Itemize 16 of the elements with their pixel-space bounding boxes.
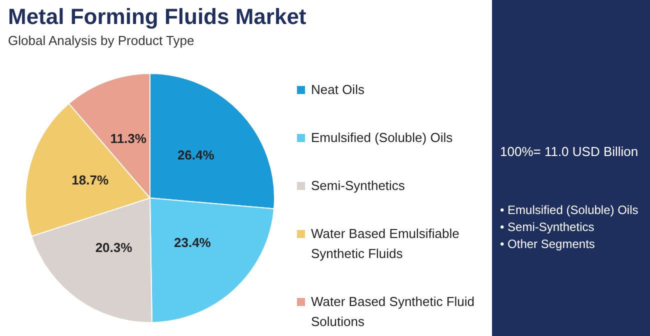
- legend-label: Neat Oils: [311, 82, 364, 97]
- text: • Semi-Synthetics: [500, 219, 596, 236]
- text: • Emulsified (Soluble) Oils: [500, 202, 640, 219]
- data-label: 23.4%: [174, 235, 212, 250]
- legend-label: Semi-Synthetics: [311, 178, 405, 193]
- data-label: 11.3%: [110, 131, 147, 146]
- data-label: 20.3%: [95, 240, 133, 256]
- legend-label: Water Based Synthetic Fluid Solutions: [311, 294, 475, 329]
- text: • Other Segments: [500, 236, 596, 253]
- chart-subtitle: Global Analysis by Product Type: [8, 33, 194, 48]
- chart-title: Metal Forming Fluids Market: [8, 4, 306, 30]
- legend-label: Water Based Emulsifiable Synthetic Fluids: [311, 226, 460, 261]
- data-label: 26.4%: [177, 148, 215, 162]
- legend-label: Emulsified (Soluble) Oils: [311, 130, 453, 145]
- text: 100%= 11.0 USD Billion: [500, 144, 638, 159]
- data-label: 18.7%: [72, 172, 109, 188]
